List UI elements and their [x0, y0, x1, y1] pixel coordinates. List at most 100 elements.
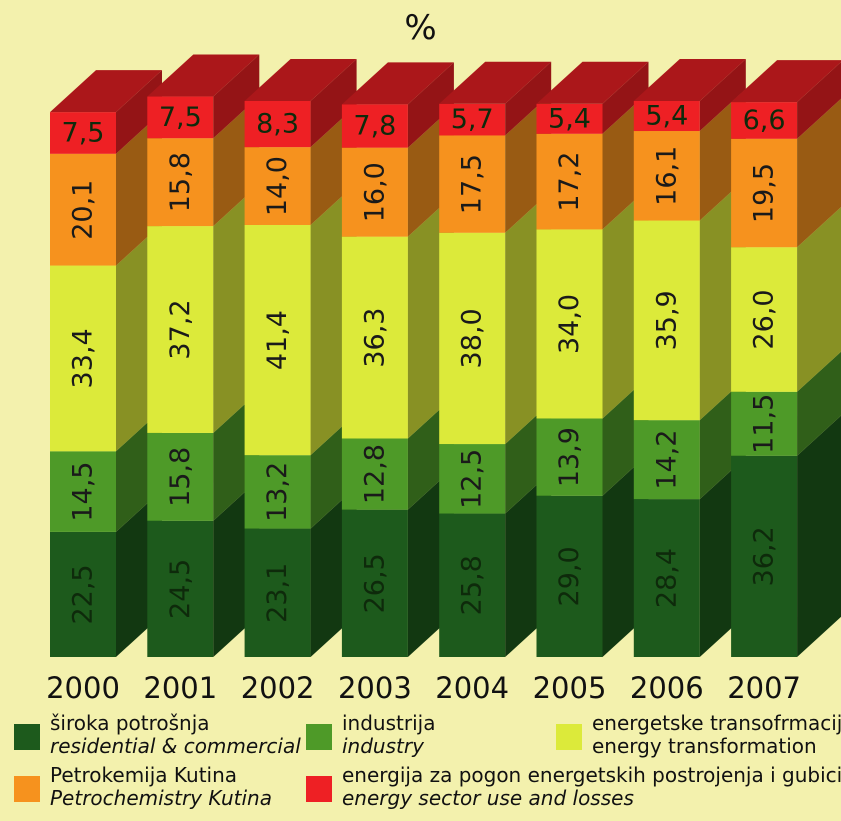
bar-segment-industry-2004 [439, 444, 506, 514]
year-label-2002: 2002 [241, 671, 315, 705]
segment-value-label: 16,0 [359, 162, 390, 222]
bar-segment-industry-2001 [147, 432, 214, 521]
year-label-2004: 2004 [435, 671, 509, 705]
legend: široka potrošnja residential & commercia… [0, 706, 841, 821]
bar-segment-petrochemistry-2006 [633, 131, 700, 221]
bar-side-losses-2001 [213, 54, 260, 139]
bar-segment-petrochemistry-2004 [439, 135, 506, 233]
bar-side-losses-2003 [407, 62, 454, 148]
bar-side-losses-2005 [602, 61, 649, 134]
bar-segment-transformation-2004 [439, 232, 506, 445]
legend-label-hr: Petrokemija Kutina [50, 763, 238, 787]
bar-segment-losses-2001 [147, 96, 214, 139]
bar-segment-transformation-2005 [536, 229, 603, 419]
year-label-2005: 2005 [533, 671, 607, 705]
bar-top-2000 [50, 70, 162, 113]
segment-value-label: 24,5 [165, 559, 196, 619]
segment-value-label: 14,2 [651, 430, 682, 490]
segment-value-label: 5,4 [548, 103, 591, 134]
bar-segment-industry-2000 [50, 451, 116, 532]
segment-value-label: 28,4 [651, 548, 682, 608]
segment-value-label: 13,9 [554, 427, 585, 487]
bar-segment-residential-2004 [439, 513, 506, 657]
unit-label: % [404, 8, 437, 48]
legend-swatch-industry [306, 724, 332, 750]
legend-item-residential: široka potrošnja residential & commercia… [14, 712, 301, 758]
segment-value-label: 34,0 [554, 294, 585, 354]
bar-segment-residential-2007 [731, 455, 798, 657]
bar-segment-transformation-2007 [731, 247, 798, 392]
bar-segment-petrochemistry-2003 [341, 147, 408, 237]
segment-value-label: 23,1 [262, 563, 293, 623]
bar-segment-petrochemistry-2001 [147, 138, 214, 227]
segment-value-label: 16,1 [651, 146, 682, 206]
bar-segment-transformation-2001 [147, 226, 214, 433]
segment-value-label: 7,8 [353, 111, 396, 142]
bar-segment-residential-2000 [50, 531, 116, 657]
bar-top-2003 [341, 62, 454, 105]
segment-value-label: 5,7 [451, 104, 494, 135]
legend-swatch-transformation [556, 724, 582, 750]
bar-segment-transformation-2000 [50, 265, 116, 452]
bar-side-transformation-2007 [797, 207, 841, 392]
legend-item-petrochemistry: Petrokemija Kutina Petrochemistry Kutina [14, 764, 272, 810]
legend-label-en: energy transformation [592, 734, 817, 758]
segment-value-label: 19,5 [749, 163, 780, 223]
legend-swatch-losses [306, 776, 332, 802]
bar-segment-petrochemistry-2002 [244, 147, 311, 225]
segment-value-label: 13,2 [262, 462, 293, 522]
bar-side-residential-2007 [797, 415, 841, 657]
bar-segment-residential-2003 [341, 509, 408, 657]
bar-segment-industry-2007 [731, 391, 798, 456]
segment-value-label: 37,2 [165, 299, 196, 359]
bar-segment-residential-2002 [244, 528, 311, 657]
bar-segment-losses-2007 [731, 102, 798, 139]
bar-side-losses-2004 [505, 61, 552, 136]
segment-value-label: 17,5 [457, 154, 488, 214]
bar-segment-losses-2005 [536, 103, 603, 134]
bar-segment-losses-2006 [633, 101, 700, 132]
bar-side-industry-2007 [797, 351, 841, 456]
segment-value-label: 14,0 [262, 156, 293, 216]
bar-segment-losses-2003 [341, 104, 408, 148]
bar-segment-industry-2005 [536, 418, 603, 496]
bar-side-losses-2007 [797, 62, 841, 139]
segment-value-label: 29,0 [554, 546, 585, 606]
legend-label-hr: energetske transofrmacije [592, 711, 841, 735]
bar-top-2006 [633, 59, 746, 101]
year-label-2003: 2003 [338, 671, 412, 705]
year-label-2007: 2007 [727, 671, 801, 705]
bar-segment-transformation-2006 [633, 220, 700, 421]
legend-swatch-petrochemistry [14, 776, 40, 802]
legend-label-hr: industrija [342, 711, 436, 735]
segment-value-label: 20,1 [68, 180, 99, 240]
segment-value-label: 6,6 [743, 105, 786, 136]
legend-item-transformation: energetske transofrmacije energy transfo… [556, 712, 841, 758]
bar-segment-losses-2000 [50, 112, 116, 154]
segment-value-label: 11,5 [749, 394, 780, 454]
segment-value-label: 38,0 [457, 308, 488, 368]
bar-top-2005 [536, 61, 649, 104]
segment-value-label: 26,0 [749, 289, 780, 349]
bar-segment-losses-2004 [439, 103, 506, 136]
segment-value-label: 5,4 [645, 101, 688, 132]
bar-segment-transformation-2003 [341, 236, 408, 439]
legend-item-losses: energija za pogon energetskih postrojenj… [306, 764, 841, 810]
bar-top-2004 [439, 61, 552, 104]
bar-segment-industry-2006 [633, 420, 700, 500]
legend-label-hr: široka potrošnja [50, 711, 210, 735]
bar-segment-industry-2002 [244, 455, 311, 529]
segment-value-label: 14,5 [68, 462, 99, 522]
segment-value-label: 36,2 [749, 526, 780, 586]
bar-segment-petrochemistry-2005 [536, 133, 603, 230]
segment-value-label: 12,8 [359, 444, 390, 504]
segment-value-label: 25,8 [457, 555, 488, 615]
bar-side-petrochemistry-2007 [797, 98, 841, 248]
segment-value-label: 33,4 [68, 328, 99, 388]
segment-value-label: 22,5 [68, 564, 99, 624]
segment-value-label: 15,8 [165, 447, 196, 507]
segment-value-label: 8,3 [256, 109, 299, 140]
bar-side-losses-2006 [699, 59, 746, 132]
legend-label-en: energy sector use and losses [342, 786, 634, 810]
segment-value-label: 36,3 [359, 308, 390, 368]
